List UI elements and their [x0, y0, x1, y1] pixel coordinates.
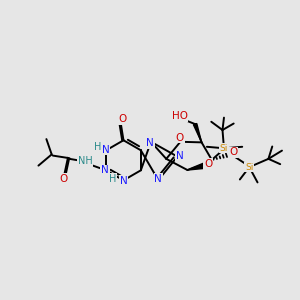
Text: N: N: [146, 138, 154, 148]
Text: O: O: [229, 147, 238, 158]
Text: H: H: [94, 142, 102, 152]
Text: O: O: [118, 114, 126, 124]
Text: Si: Si: [220, 144, 228, 153]
Text: N: N: [102, 145, 110, 155]
Polygon shape: [194, 124, 202, 142]
Text: N: N: [101, 165, 109, 175]
Text: O: O: [176, 133, 184, 143]
Text: Si: Si: [245, 163, 254, 172]
Text: N: N: [120, 176, 128, 186]
Polygon shape: [188, 164, 203, 170]
Text: N: N: [176, 151, 183, 161]
Text: HO: HO: [172, 111, 188, 121]
Text: O: O: [60, 174, 68, 184]
Text: NH: NH: [78, 156, 92, 166]
Text: O: O: [204, 159, 212, 169]
Text: H: H: [109, 174, 117, 184]
Text: N: N: [154, 174, 162, 184]
